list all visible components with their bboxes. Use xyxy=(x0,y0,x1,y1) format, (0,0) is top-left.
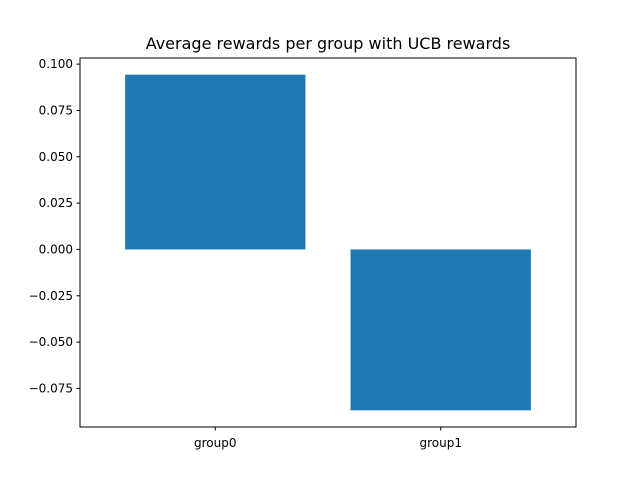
y-tick-label: −0.050 xyxy=(29,335,73,349)
x-tick-label-group0: group0 xyxy=(194,436,237,450)
y-tick-label: 0.000 xyxy=(39,242,73,256)
chart-title: Average rewards per group with UCB rewar… xyxy=(146,34,511,53)
y-tick-label: 0.100 xyxy=(39,57,73,71)
y-tick-label: −0.075 xyxy=(29,381,73,395)
y-tick-label: 0.075 xyxy=(39,103,73,117)
y-tick-label: 0.025 xyxy=(39,196,73,210)
y-tick-label: −0.025 xyxy=(29,289,73,303)
plot-area xyxy=(125,74,531,411)
bar-group0 xyxy=(125,74,306,250)
axes-frame xyxy=(79,57,577,428)
y-tick-label: 0.050 xyxy=(39,150,73,164)
x-tick-label-group1: group1 xyxy=(419,436,462,450)
bar-group1 xyxy=(350,249,531,411)
